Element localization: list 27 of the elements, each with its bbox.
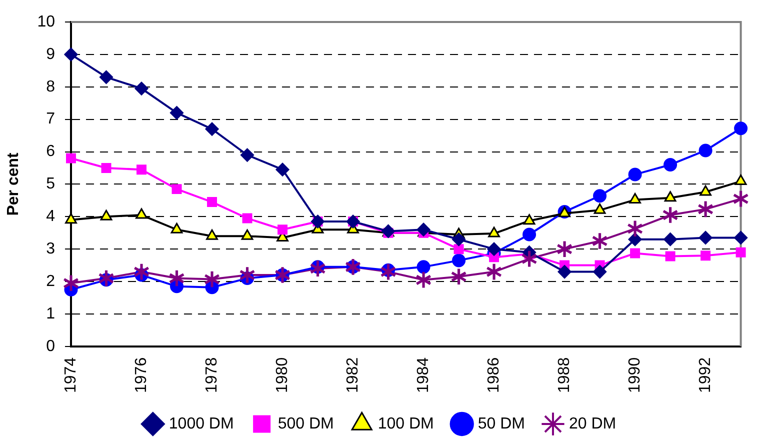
y-tick-label: 1 [46,305,56,322]
y-tick-label: 9 [46,46,56,63]
y-tick-label: 8 [46,78,56,96]
x-tick-label: 1992 [696,357,714,393]
x-tick-label: 1988 [556,357,573,393]
y-tick-label: 4 [46,208,56,226]
x-tick-label: 1980 [274,357,291,393]
x-tick-label: 1974 [62,357,80,393]
legend-label: 500 DM [278,415,334,432]
x-tick-label: 1984 [414,357,432,393]
y-axis-title: Per cent [5,152,22,216]
y-tick-label: 2 [46,272,56,290]
legend-label: 100 DM [378,415,434,432]
legend-label: 50 DM [478,415,525,432]
y-tick-label: 3 [46,240,56,258]
x-tick-label: 1990 [626,357,644,393]
y-tick-label: 5 [46,176,56,193]
legend-label: 1000 DM [168,415,234,432]
x-tick-label: 1976 [132,357,150,393]
y-tick-label: 0 [46,338,56,355]
y-tick-label: 10 [37,13,56,30]
legend-label: 20 DM [568,415,616,432]
x-tick-label: 1978 [203,357,220,393]
x-tick-label: 1982 [344,357,362,393]
y-tick-label: 6 [46,143,56,160]
y-tick-label: 7 [46,110,56,128]
x-tick-label: 1986 [485,357,502,393]
